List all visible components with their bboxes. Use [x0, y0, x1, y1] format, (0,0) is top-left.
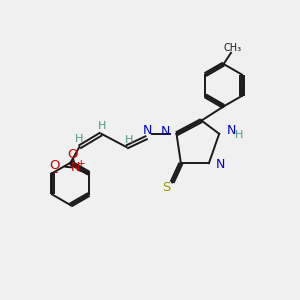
Text: S: S — [163, 181, 171, 194]
Text: O: O — [68, 148, 78, 161]
Text: H: H — [125, 135, 134, 145]
Text: H: H — [235, 130, 243, 140]
Text: N: N — [226, 124, 236, 137]
Text: -: - — [54, 166, 58, 179]
Text: H: H — [75, 134, 83, 144]
Text: N: N — [215, 158, 225, 171]
Text: N: N — [142, 124, 152, 137]
Text: H: H — [98, 121, 106, 131]
Text: CH₃: CH₃ — [224, 43, 242, 53]
Text: +: + — [76, 158, 85, 169]
Text: N: N — [70, 161, 80, 174]
Text: N: N — [160, 125, 170, 138]
Text: O: O — [50, 159, 60, 172]
